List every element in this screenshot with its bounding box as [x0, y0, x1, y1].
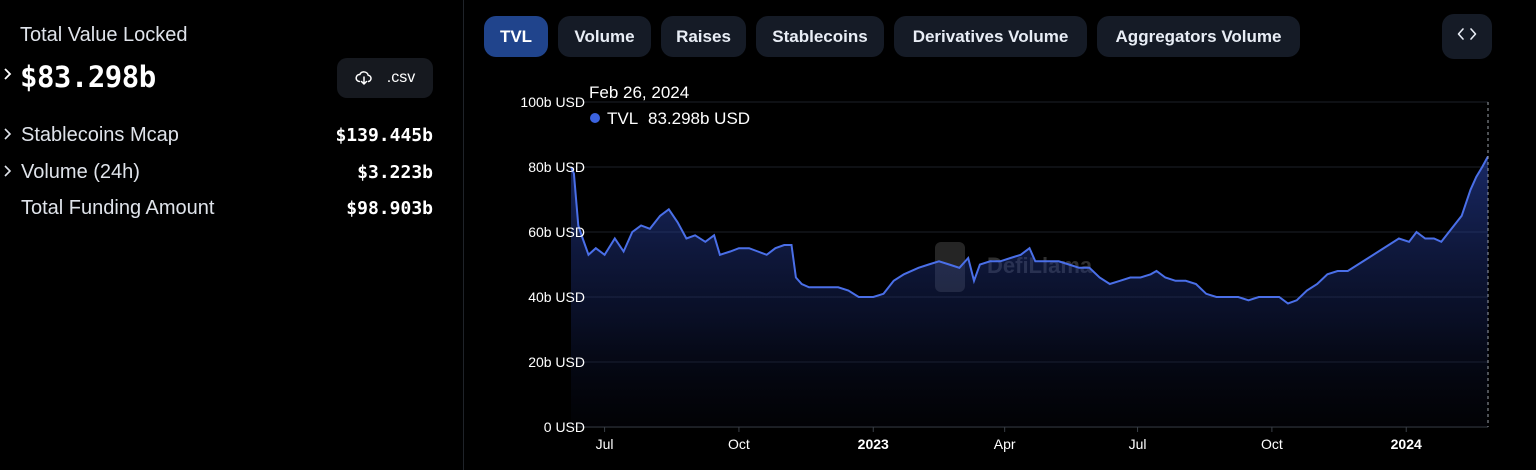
- x-tick-label: 2023: [858, 436, 889, 452]
- y-axis-labels: 0 USD 20b USD 40b USD 60b USD 80b USD 100b US…: [520, 94, 585, 435]
- csv-label: .csv: [386, 69, 416, 86]
- metric-label: Total Funding Amount: [21, 197, 215, 219]
- summary-panel: Total Value Locked $83.298b .csv Stablec…: [0, 0, 463, 470]
- tooltip-series-dot: [590, 113, 600, 123]
- chevron-right-icon[interactable]: [3, 164, 13, 181]
- y-tick-label: 20b USD: [528, 354, 585, 370]
- y-tick-label: 60b USD: [528, 224, 585, 240]
- tab-tvl[interactable]: TVL: [484, 16, 548, 57]
- x-axis-labels: Jul Oct 2023 Apr Jul Oct 2024: [596, 427, 1422, 452]
- code-icon: [1457, 27, 1477, 46]
- chevron-right-icon[interactable]: [3, 127, 13, 144]
- tooltip: Feb 26, 2024 TVL 83.298b USD: [589, 83, 750, 128]
- tooltip-series-name: TVL: [607, 109, 638, 128]
- csv-download-button[interactable]: .csv: [337, 58, 433, 98]
- metric-value: $3.223b: [357, 162, 433, 183]
- y-tick-label: 80b USD: [528, 159, 585, 175]
- x-tick-label: Jul: [596, 436, 614, 452]
- metric-row-volume[interactable]: Volume (24h) $3.223b: [0, 161, 433, 187]
- tooltip-value: 83.298b USD: [648, 109, 750, 128]
- embed-button[interactable]: [1442, 14, 1492, 59]
- tab-stablecoins[interactable]: Stablecoins: [756, 16, 884, 57]
- metric-row-funding: Total Funding Amount $98.903b: [0, 197, 433, 223]
- y-tick-label: 40b USD: [528, 289, 585, 305]
- tooltip-date: Feb 26, 2024: [589, 83, 689, 102]
- scroll-gutter: [1510, 0, 1536, 470]
- x-tick-label: Jul: [1129, 436, 1147, 452]
- tvl-series-line: [570, 155, 1489, 305]
- tvl-value: $83.298b: [20, 60, 156, 94]
- tab-volume[interactable]: Volume: [558, 16, 651, 57]
- tab-raises[interactable]: Raises: [661, 16, 746, 57]
- metric-value: $139.445b: [335, 125, 433, 146]
- y-tick-label: 0 USD: [544, 419, 585, 435]
- tab-derivatives-volume[interactable]: Derivatives Volume: [894, 16, 1087, 57]
- metric-row-stablecoins[interactable]: Stablecoins Mcap $139.445b: [0, 124, 433, 150]
- x-tick-label: Apr: [994, 436, 1016, 452]
- metric-label: Stablecoins Mcap: [21, 124, 179, 146]
- x-tick-label: 2024: [1391, 436, 1422, 452]
- metric-label: Volume (24h): [21, 161, 140, 183]
- tvl-label: Total Value Locked: [20, 24, 188, 46]
- x-tick-label: Oct: [1261, 436, 1283, 452]
- tab-aggregators-volume[interactable]: Aggregators Volume: [1097, 16, 1300, 57]
- download-icon: [355, 69, 373, 87]
- y-tick-label: 100b USD: [520, 94, 585, 110]
- metric-value: $98.903b: [346, 198, 433, 219]
- x-tick-label: Oct: [728, 436, 750, 452]
- chevron-right-icon[interactable]: [3, 67, 13, 84]
- tvl-area: [571, 156, 1488, 428]
